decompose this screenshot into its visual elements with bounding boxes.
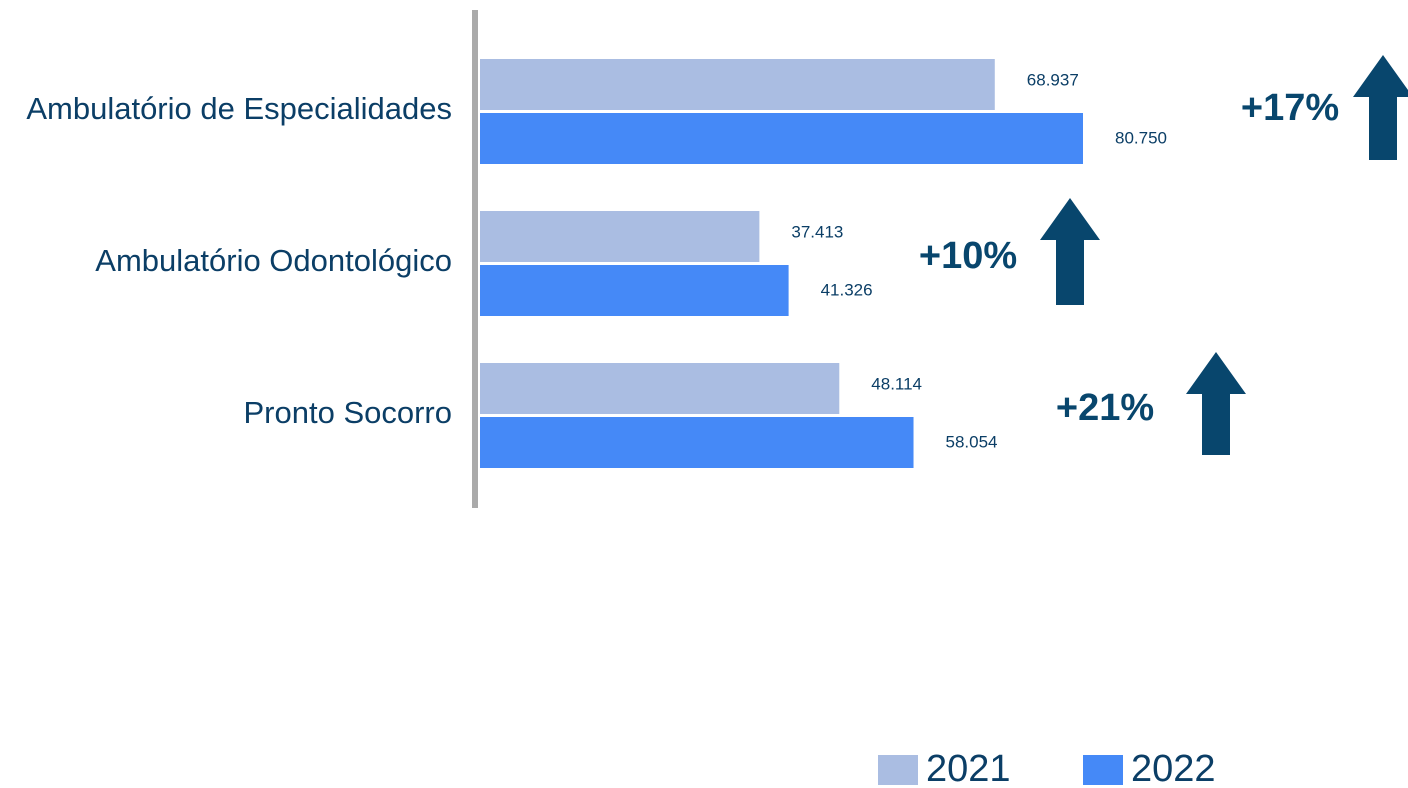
bar: [480, 417, 914, 468]
data-label: 80.750: [1115, 128, 1167, 147]
data-label: 58.054: [946, 432, 998, 451]
data-label: 68.937: [1027, 70, 1079, 89]
data-label: 48.114: [871, 374, 922, 393]
arrow-icon: [1040, 198, 1100, 305]
legend-swatch: [878, 755, 918, 785]
legend-swatch: [1083, 755, 1123, 785]
bar: [480, 59, 995, 110]
category-label: Ambulatório de Especialidades: [26, 91, 452, 126]
category-label: Pronto Socorro: [244, 395, 453, 430]
data-label: 37.413: [791, 222, 843, 241]
bar: [480, 363, 840, 414]
bar: [480, 113, 1083, 164]
annotation: +10%: [919, 235, 1017, 277]
legend-label: 2022: [1131, 748, 1216, 788]
arrow-icon: [1186, 352, 1246, 455]
legend-label: 2021: [926, 748, 1011, 788]
category-label: Ambulatório Odontológico: [95, 243, 452, 278]
annotation: +17%: [1241, 87, 1339, 129]
annotation: +21%: [1056, 387, 1154, 429]
data-label: 41.326: [821, 280, 873, 299]
arrow-icon: [1353, 55, 1408, 160]
bar: [480, 265, 789, 316]
bar: [480, 211, 760, 262]
